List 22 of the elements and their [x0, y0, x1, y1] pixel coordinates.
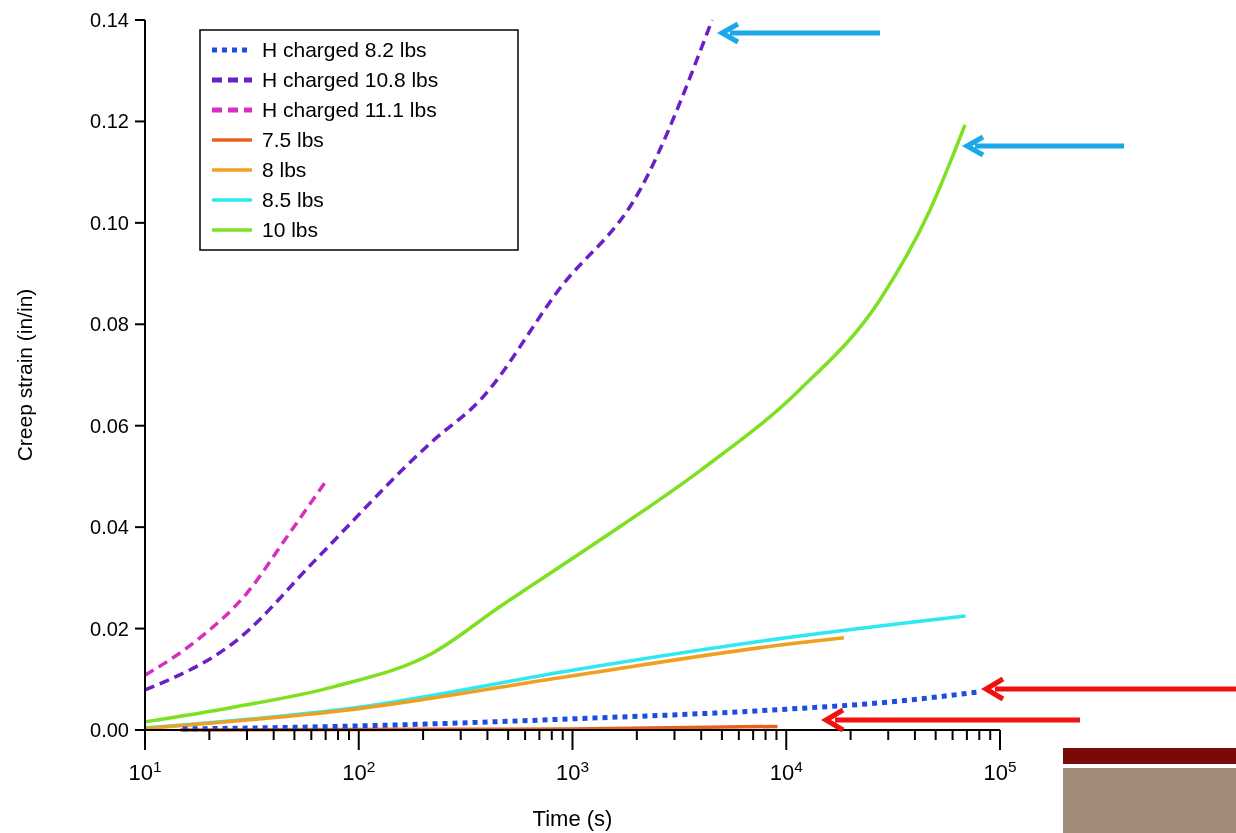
x-tick-label: 10$^{1}$ — [128, 757, 162, 785]
legend-label: 10 lbs — [262, 218, 319, 242]
y-tick-label: 0.02 — [90, 617, 129, 640]
y-tick-label: 0.06 — [90, 414, 129, 437]
y-tick-label: 0.04 — [90, 516, 129, 539]
y-tick-label: 0.08 — [90, 313, 129, 336]
x-tick-label: 10$^{5}$ — [983, 757, 1017, 785]
y-tick-label: 0.14 — [90, 9, 129, 31]
x-axis-title: Time (s) — [532, 806, 613, 831]
legend-label: H charged 8.2 lbs — [262, 38, 427, 62]
y-tick-label: 0.00 — [90, 719, 129, 741]
y-tick-label: 0.10 — [90, 211, 129, 234]
y-tick-label: 0.12 — [90, 110, 129, 133]
y-axis-title: Creep strain (in/in) — [13, 288, 36, 462]
legend-label: 8 lbs — [262, 158, 307, 182]
legend-label: H charged 11.1 lbs — [262, 98, 437, 122]
legend-label: 7.5 lbs — [262, 128, 324, 152]
x-tick-label: 10$^{2}$ — [342, 757, 376, 785]
legend-label: 8.5 lbs — [262, 188, 324, 212]
x-tick-label: 10$^{3}$ — [555, 757, 590, 785]
x-tick-label: 10$^{4}$ — [769, 757, 804, 785]
legend-label: H charged 10.8 lbs — [262, 68, 439, 92]
